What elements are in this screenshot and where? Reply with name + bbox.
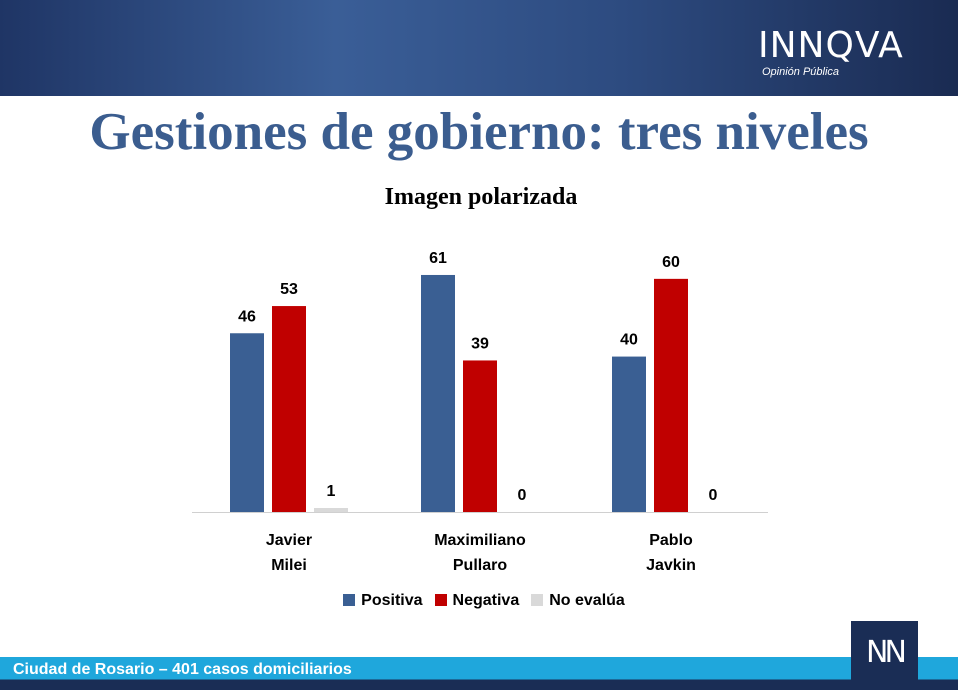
bar-no-evalúa [314, 508, 348, 512]
data-label: 1 [327, 483, 336, 500]
legend-item: Negativa [434, 592, 520, 610]
bar-negativa [272, 306, 306, 512]
data-label: 46 [238, 308, 256, 325]
data-label: 53 [280, 281, 298, 298]
footer-band [0, 657, 958, 690]
bar-positiva [612, 356, 646, 512]
category-label: Maximiliano Pullaro [434, 532, 526, 574]
value-labels-group: 46 53 1 61 39 0 40 60 0 [238, 250, 717, 504]
data-label: 39 [471, 335, 489, 352]
data-label: 0 [709, 487, 718, 504]
legend-swatch [434, 594, 447, 606]
category-label-line: Milei [271, 557, 307, 574]
footer-caption: Ciudad de Rosario – 401 casos domiciliar… [13, 661, 352, 678]
category-label-line: Javkin [646, 557, 696, 574]
category-label: Javier Milei [266, 532, 312, 574]
legend-swatch [343, 594, 356, 606]
bar-positiva [230, 333, 264, 512]
chart-title: Imagen polarizada [384, 184, 578, 210]
category-label-line: Pablo [649, 532, 693, 549]
category-labels-group: Javier Milei Maximiliano Pullaro Pablo Javkin [266, 532, 696, 574]
legend: Positiva Negativa No evalúa [0, 592, 958, 610]
category-label-line: Javier [266, 532, 312, 549]
legend-item: Positiva [343, 592, 423, 610]
bar-negativa [654, 278, 688, 512]
corner-logo: NN [851, 621, 918, 685]
category-label: Pablo Javkin [646, 532, 696, 574]
page-title: Gestiones de gobierno: tres niveles [89, 103, 869, 161]
logo-wordmark: INNQVA [758, 25, 904, 66]
category-label-line: Pullaro [453, 557, 507, 574]
bar-positiva [421, 274, 455, 512]
legend-label: Negativa [452, 592, 520, 609]
data-label: 60 [662, 254, 680, 271]
bar-negativa [463, 360, 497, 512]
legend-item: No evalúa [531, 592, 625, 610]
innova-logo: INNQVA Opinión Pública [758, 26, 928, 82]
legend-label: Positiva [361, 592, 423, 609]
category-label-line: Maximiliano [434, 532, 526, 549]
legend-label: No evalúa [549, 592, 625, 609]
data-label: 40 [620, 332, 638, 349]
data-label: 61 [429, 250, 447, 267]
data-label: 0 [518, 487, 527, 504]
header-band: INNQVA Opinión Pública [0, 0, 958, 96]
logo-subtitle: Opinión Pública [762, 66, 840, 78]
legend-swatch [531, 594, 544, 606]
bars-group [230, 274, 688, 512]
